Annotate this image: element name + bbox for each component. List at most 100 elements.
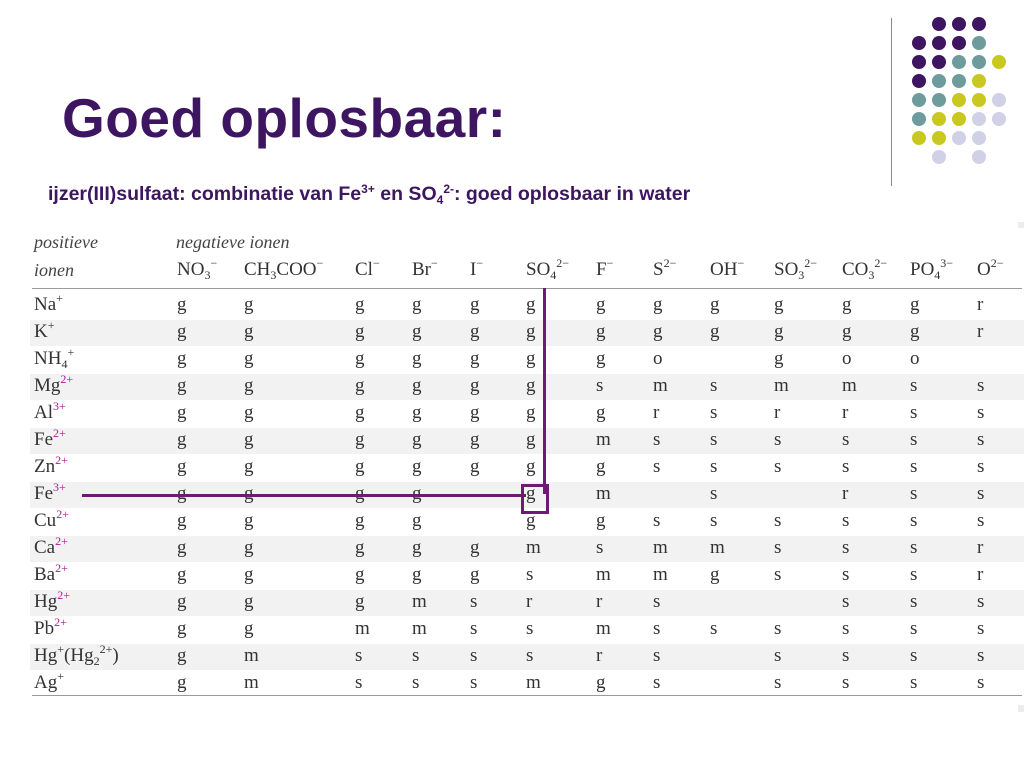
row-ion-label: Na+ — [34, 291, 63, 315]
table-cell: m — [526, 672, 541, 693]
row-ion-label: Zn2+ — [34, 453, 68, 477]
decorative-dot — [972, 17, 986, 31]
table-row: K+ g g g g g g g g g g g g r — [30, 319, 1024, 346]
table-cell: s — [774, 618, 782, 639]
column-header: Br− — [412, 256, 438, 280]
subtitle-text-2: en SO — [374, 183, 437, 205]
table-cell: g — [177, 429, 187, 450]
table-cell: s — [977, 429, 985, 450]
table-cell: m — [355, 618, 370, 639]
decorative-dot — [952, 131, 966, 145]
table-cell: g — [177, 294, 187, 315]
table-cell: s — [910, 483, 918, 504]
row-ion-label: Hg2+ — [34, 588, 71, 612]
decorative-dot — [952, 55, 966, 69]
table-cell: s — [910, 429, 918, 450]
table-cell: g — [412, 429, 422, 450]
table-cell: g — [596, 294, 606, 315]
table-cell: g — [244, 402, 254, 423]
table-cell: g — [470, 537, 480, 558]
decorative-dot — [972, 150, 986, 164]
table-cell: g — [355, 321, 365, 342]
table-cell: s — [653, 429, 661, 450]
table-cell: s — [653, 510, 661, 531]
table-cell: s — [977, 672, 985, 693]
table-cell: s — [910, 645, 918, 666]
table-cell: g — [355, 294, 365, 315]
column-header: NO3− — [177, 256, 218, 282]
table-cell: s — [774, 672, 782, 693]
table-cell: s — [526, 564, 534, 585]
table-cell: g — [244, 321, 254, 342]
table-cell: m — [710, 537, 725, 558]
table-cell: m — [842, 375, 857, 396]
table-cell: s — [774, 564, 782, 585]
table-cell: g — [842, 321, 852, 342]
decorative-dot — [932, 93, 946, 107]
table-row: Ag+ g m s s s m g s s s s s — [30, 670, 1024, 697]
table-row: Fe2+ g g g g g g m s s s s s s — [30, 426, 1024, 454]
column-header: I− — [470, 256, 484, 280]
row-ion-label: Cu2+ — [34, 507, 69, 531]
decorative-dot — [912, 36, 926, 50]
table-cell: g — [244, 456, 254, 477]
table-cell: s — [470, 645, 478, 666]
decorative-dot — [972, 36, 986, 50]
table-cell: s — [774, 645, 782, 666]
table-cell: g — [470, 375, 480, 396]
table-cell: g — [710, 294, 720, 315]
column-header: O2− — [977, 256, 1004, 280]
column-header: PO43− — [910, 256, 954, 282]
table-cell: r — [977, 537, 984, 558]
solubility-table: positieve ionen negatieve ionen NO3− CH3C… — [30, 228, 1024, 705]
table-cell: s — [653, 618, 661, 639]
table-cell: s — [910, 402, 918, 423]
decorative-dot — [932, 150, 946, 164]
table-cell: g — [177, 402, 187, 423]
table-cell: s — [910, 375, 918, 396]
table-cell: s — [910, 510, 918, 531]
table-cell: r — [977, 321, 984, 342]
table-cell: g — [355, 375, 365, 396]
subtitle-text-3: : goed oplosbaar in water — [453, 183, 691, 205]
table-cell: g — [774, 294, 784, 315]
decorative-dot — [972, 93, 986, 107]
table-cell: s — [470, 591, 478, 612]
table-cell: g — [596, 456, 606, 477]
column-header: CO32− — [842, 256, 888, 282]
table-cell: s — [910, 591, 918, 612]
table-row: Ca2+ g g g g g m s m m s s s r — [30, 535, 1024, 562]
table-cell: g — [412, 456, 422, 477]
table-cell: s — [842, 429, 850, 450]
table-cell: g — [244, 591, 254, 612]
table-cell: g — [177, 456, 187, 477]
table-cell: s — [710, 429, 718, 450]
subtitle-sub-4: 4 — [436, 193, 444, 207]
table-row: Hg+(Hg22+) g m s s s s r s s s s s — [30, 643, 1024, 670]
table-cell: g — [470, 348, 480, 369]
table-row: Na+ g g g g g g g g g g g g r — [30, 291, 1024, 319]
decorative-dot — [952, 74, 966, 88]
table-cell: m — [596, 483, 611, 504]
table-cell: g — [177, 537, 187, 558]
table-cell: g — [244, 537, 254, 558]
slide-subtitle: ijzer(III)sulfaat: combinatie van Fe3+ e… — [48, 183, 690, 206]
table-cell: s — [470, 618, 478, 639]
table-cell: s — [412, 672, 420, 693]
decorative-dot — [912, 55, 926, 69]
table-cell: s — [774, 537, 782, 558]
table-cell: m — [412, 618, 427, 639]
table-cell: m — [244, 672, 259, 693]
table-cell: g — [774, 348, 784, 369]
table-cell: g — [774, 321, 784, 342]
row-ion-label: Fe3+ — [34, 480, 66, 504]
row-ion-label: Fe2+ — [34, 426, 66, 450]
table-cell: g — [244, 429, 254, 450]
decorative-dot — [912, 131, 926, 145]
column-header: SO32− — [774, 256, 818, 282]
table-cell: s — [710, 456, 718, 477]
decorative-dot — [932, 17, 946, 31]
table-cell: g — [526, 375, 536, 396]
table-cell: g — [177, 483, 187, 505]
highlight-so4-column-line — [543, 288, 546, 494]
